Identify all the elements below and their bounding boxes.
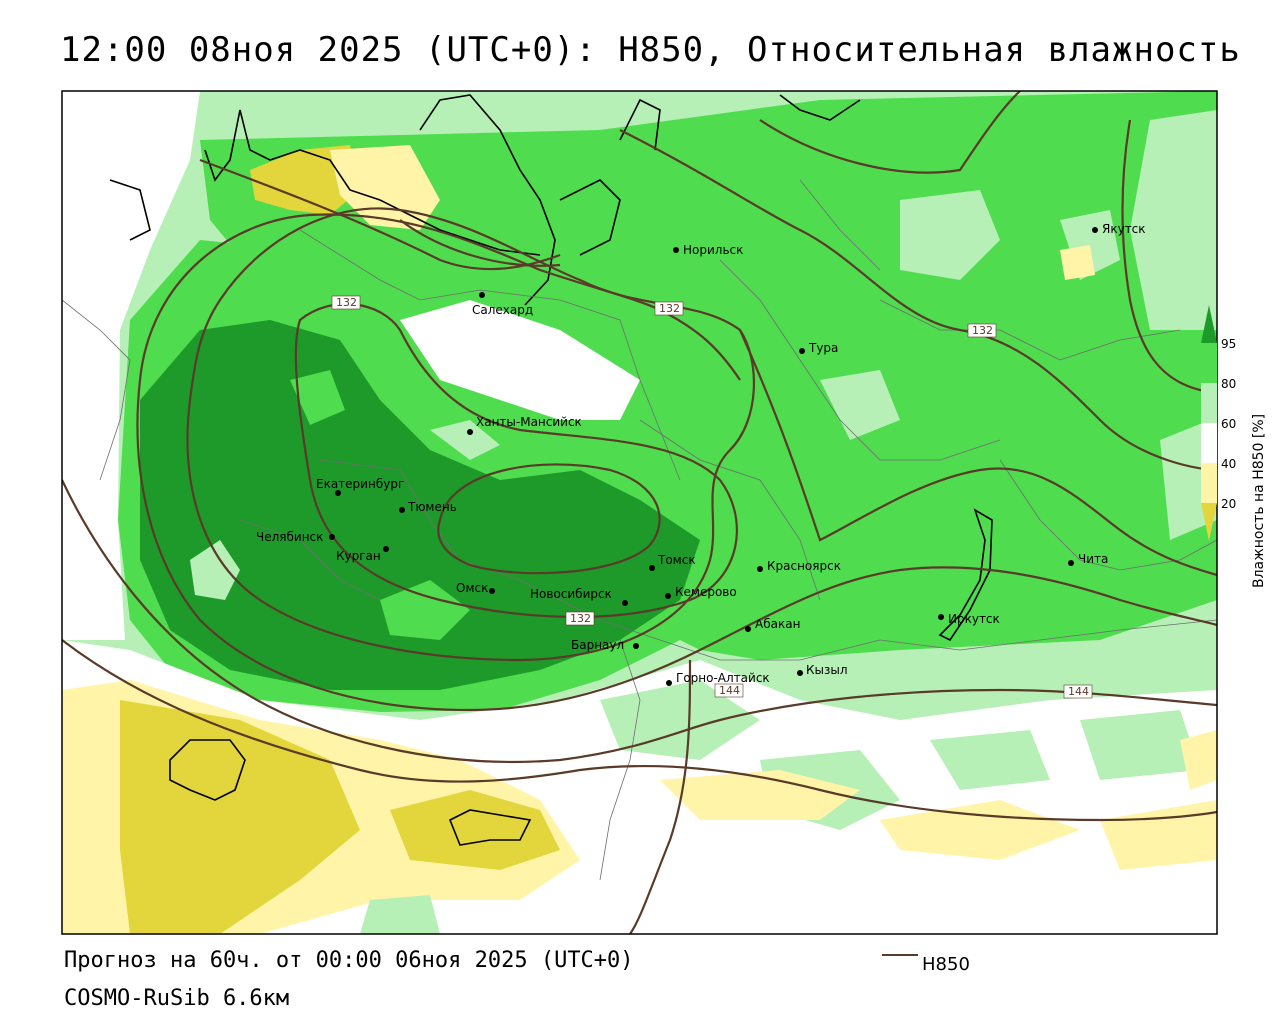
svg-text:Новосибирск: Новосибирск xyxy=(530,587,612,601)
svg-text:Горно-Алтайск: Горно-Алтайск xyxy=(676,671,770,685)
colorbar-top-triangle xyxy=(1201,305,1217,343)
city-tyumen: Тюмень xyxy=(399,500,457,514)
svg-text:Омск: Омск xyxy=(456,581,488,595)
svg-text:Иркутск: Иркутск xyxy=(948,612,1000,626)
colorbar-title: Влажность на H850 [%] xyxy=(1251,414,1267,588)
colorbar-segment xyxy=(1201,423,1217,463)
city-markers: Норильск Якутск Салехард Тура Ханты-Манс… xyxy=(256,222,1146,686)
colorbar-segment xyxy=(1201,343,1217,383)
h850-isolines xyxy=(62,91,1217,934)
svg-text:Ханты-Мансийск: Ханты-Мансийск xyxy=(476,415,582,429)
city-norilsk: Норильск xyxy=(673,243,743,257)
svg-text:132: 132 xyxy=(659,302,680,315)
isoline-label: 132 xyxy=(565,611,595,626)
city-yakutsk: Якутск xyxy=(1092,222,1146,236)
legend-label: H850 xyxy=(922,954,970,975)
svg-text:Курган: Курган xyxy=(336,549,381,563)
city-irkutsk: Иркутск xyxy=(938,612,1000,626)
map-frame xyxy=(61,90,1218,935)
colorbar-tick: 20 xyxy=(1221,497,1236,511)
colorbar-segment xyxy=(1201,463,1217,503)
city-barnaul: Барнаул xyxy=(571,638,639,652)
model-name: COSMO-RuSib 6.6км xyxy=(64,986,290,1011)
city-abakan: Абакан xyxy=(745,617,800,632)
city-ekaterinburg: Екатеринбург xyxy=(316,477,404,496)
colorbar-tick: 60 xyxy=(1221,417,1236,431)
svg-text:Челябинск: Челябинск xyxy=(256,530,323,544)
colorbar: 95 80 60 40 20 Влажность на H850 [%] xyxy=(1201,305,1267,588)
colorbar-tick: 80 xyxy=(1221,377,1236,391)
svg-text:132: 132 xyxy=(336,296,357,309)
city-kemerovo: Кемерово xyxy=(665,585,737,599)
svg-text:Тура: Тура xyxy=(808,341,838,355)
forecast-info: Прогноз на 60ч. от 00:00 06ноя 2025 (UTC… xyxy=(64,948,634,973)
svg-text:Красноярск: Красноярск xyxy=(767,559,841,573)
colorbar-bottom-triangle xyxy=(1201,503,1217,541)
city-khanty-mansiysk: Ханты-Мансийск xyxy=(467,415,582,435)
svg-text:132: 132 xyxy=(570,612,591,625)
svg-text:Томск: Томск xyxy=(657,553,696,567)
isoline-label: 144 xyxy=(1063,684,1093,699)
svg-text:Тюмень: Тюмень xyxy=(407,500,457,514)
city-chita: Чита xyxy=(1068,552,1108,566)
coastlines xyxy=(109,94,993,846)
isoline-label: 132 xyxy=(331,295,361,310)
colorbar-tick: 95 xyxy=(1221,337,1236,351)
isoline-label: 144 xyxy=(714,683,744,698)
colorbar-tick: 40 xyxy=(1221,457,1236,471)
svg-text:Чита: Чита xyxy=(1078,552,1108,566)
city-chelyabinsk: Челябинск xyxy=(256,530,335,544)
svg-text:Екатеринбург: Екатеринбург xyxy=(316,477,404,491)
city-kyzyl: Кызыл xyxy=(797,663,848,677)
isoline-label: 132 xyxy=(654,301,684,316)
map-title: 12:00 08ноя 2025 (UTC+0): H850, Относите… xyxy=(60,30,1241,70)
svg-text:Барнаул: Барнаул xyxy=(571,638,624,652)
svg-text:144: 144 xyxy=(719,684,740,697)
city-novosibirsk: Новосибирск xyxy=(530,587,628,606)
colorbar-segment xyxy=(1201,383,1217,423)
city-salekhard: Салехард xyxy=(472,292,533,317)
svg-text:Норильск: Норильск xyxy=(683,243,743,257)
city-gorno-altaysk: Горно-Алтайск xyxy=(666,671,770,686)
city-kurgan: Курган xyxy=(336,546,389,563)
isoline-labels: 132 132 132 132 144 144 xyxy=(331,295,1093,699)
humidity-field xyxy=(62,91,1217,934)
svg-text:Кызыл: Кызыл xyxy=(806,663,848,677)
isoline-label: 132 xyxy=(967,323,997,338)
svg-text:Салехард: Салехард xyxy=(472,303,533,317)
svg-text:Кемерово: Кемерово xyxy=(675,585,737,599)
svg-text:144: 144 xyxy=(1068,685,1089,698)
city-omsk: Омск xyxy=(456,581,495,595)
svg-text:Якутск: Якутск xyxy=(1102,222,1146,236)
city-tura: Тура xyxy=(799,341,838,355)
city-tomsk: Томск xyxy=(649,553,696,571)
city-krasnoyarsk: Красноярск xyxy=(757,559,841,573)
legend-line-swatch xyxy=(882,954,918,956)
svg-text:Абакан: Абакан xyxy=(755,617,800,631)
svg-text:132: 132 xyxy=(972,324,993,337)
